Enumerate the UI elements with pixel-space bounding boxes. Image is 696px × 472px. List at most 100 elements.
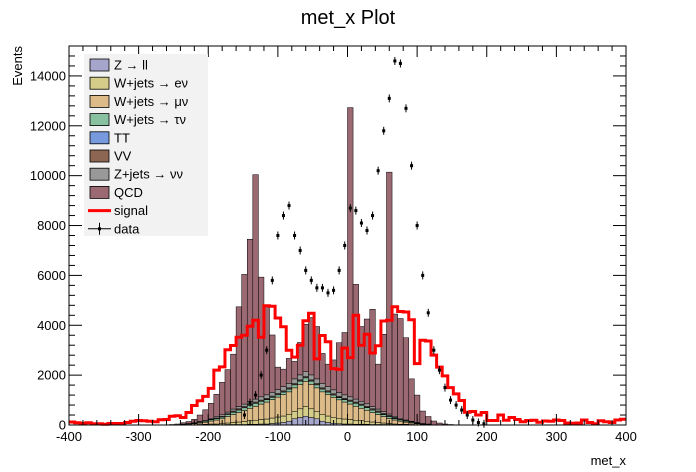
x-tick-label: 100 (406, 429, 428, 444)
x-tick-label: -200 (195, 429, 221, 444)
data-point (432, 348, 436, 352)
stack-1-bar (302, 406, 309, 417)
data-point (460, 408, 464, 412)
stack-3-bar (352, 403, 359, 407)
stack-7-bar (202, 409, 209, 421)
stack-2-bar (252, 406, 259, 421)
data-point (332, 288, 336, 292)
stack-7-bar (419, 410, 426, 424)
data-point (482, 422, 486, 426)
data-point (371, 214, 375, 218)
stack-2-bar (230, 414, 237, 423)
stack-7-bar (219, 382, 226, 416)
stack-3-bar (252, 403, 259, 407)
data-point (365, 229, 369, 233)
stack-3-bar (274, 394, 281, 398)
y-tick-label: 8000 (37, 218, 66, 233)
stack-3-bar (241, 407, 248, 411)
stack-3-bar (380, 414, 387, 417)
stack-2-bar (263, 401, 270, 420)
stack-6-bar (285, 383, 293, 389)
stack-3-bar (285, 388, 293, 393)
stack-3-bar (369, 409, 376, 413)
x-tick-label: -400 (56, 429, 82, 444)
stack-2-bar (358, 408, 365, 422)
data-point (415, 224, 419, 228)
data-point (270, 278, 274, 282)
stack-6-bar (269, 392, 276, 397)
legend-label: signal (114, 203, 148, 218)
data-point (437, 368, 441, 372)
stack-2-bar (213, 419, 220, 425)
stack-1-bar (235, 421, 242, 425)
stack-3-bar (358, 405, 365, 409)
stack-1-bar (336, 418, 343, 425)
stack-6-bar (324, 386, 332, 392)
stack-2-bar (202, 422, 209, 425)
data-point (426, 311, 430, 315)
y-tick-label: 4000 (37, 318, 66, 333)
y-tick-label: 0 (59, 418, 66, 433)
legend-label: TT (114, 130, 130, 145)
legend-swatch (89, 167, 110, 181)
stack-1-bar (313, 411, 320, 420)
stack-1-bar (347, 419, 354, 425)
stack-3-bar (219, 416, 226, 420)
data-point (410, 164, 414, 168)
stack-7-bar (425, 416, 432, 425)
legend-label: VV (114, 149, 132, 164)
stack-6-bar (230, 408, 237, 412)
stack-3-bar (269, 397, 276, 400)
legend-label: Z → ll (114, 58, 148, 73)
data-point (254, 393, 258, 397)
stack-1-bar (280, 415, 287, 423)
stack-6-bar (380, 411, 387, 414)
stack-3-bar (336, 397, 343, 401)
data-point (265, 348, 269, 352)
x-tick-label: 300 (546, 429, 568, 444)
stack-7-bar (196, 414, 203, 422)
stack-2-bar (347, 403, 354, 420)
stack-7-bar (347, 107, 354, 398)
data-point (348, 206, 352, 210)
stack-2-bar (224, 416, 231, 424)
stack-2-bar (208, 420, 215, 425)
stack-0-bar (285, 421, 293, 426)
stack-1-bar (375, 422, 382, 425)
stack-6-bar (313, 378, 320, 384)
stack-2-bar (308, 384, 315, 410)
y-axis-label: Events (10, 46, 25, 86)
x-tick-label: -300 (126, 429, 152, 444)
data-point (343, 243, 347, 247)
stack-2-bar (302, 381, 309, 407)
stack-7-bar (241, 274, 248, 405)
stack-3-bar (230, 412, 237, 415)
y-tick-label: 6000 (37, 268, 66, 283)
legend-label: data (114, 221, 140, 236)
data-point (287, 204, 291, 208)
axes: -400 -300 -200 -100 0 100 200 300 40002000400060… (30, 45, 637, 444)
stack-1-bar (369, 421, 376, 425)
legend: Z → ll W+jets → eν W+jets → μν W+jets → τν T… (84, 54, 208, 236)
stack-6-bar (358, 401, 365, 405)
stack-7-bar (369, 309, 376, 407)
data-point (382, 129, 386, 133)
stack-6-bar (274, 389, 281, 394)
stack-3-bar (319, 388, 326, 393)
stack-7-bar (280, 368, 287, 387)
data-point (404, 106, 408, 110)
data-point (387, 96, 391, 100)
stack-1-bar (308, 408, 315, 418)
stack-7-bar (235, 306, 242, 407)
stack-2-bar (297, 384, 304, 410)
stack-6-bar (352, 398, 359, 403)
data-point (376, 169, 380, 173)
data-point (276, 234, 280, 237)
stack-7-bar (208, 403, 215, 419)
stack-3-bar (313, 384, 320, 389)
data-point (398, 61, 402, 65)
signal-line (69, 304, 626, 426)
stack-3-bar (235, 409, 242, 413)
stack-3-bar (375, 412, 382, 415)
